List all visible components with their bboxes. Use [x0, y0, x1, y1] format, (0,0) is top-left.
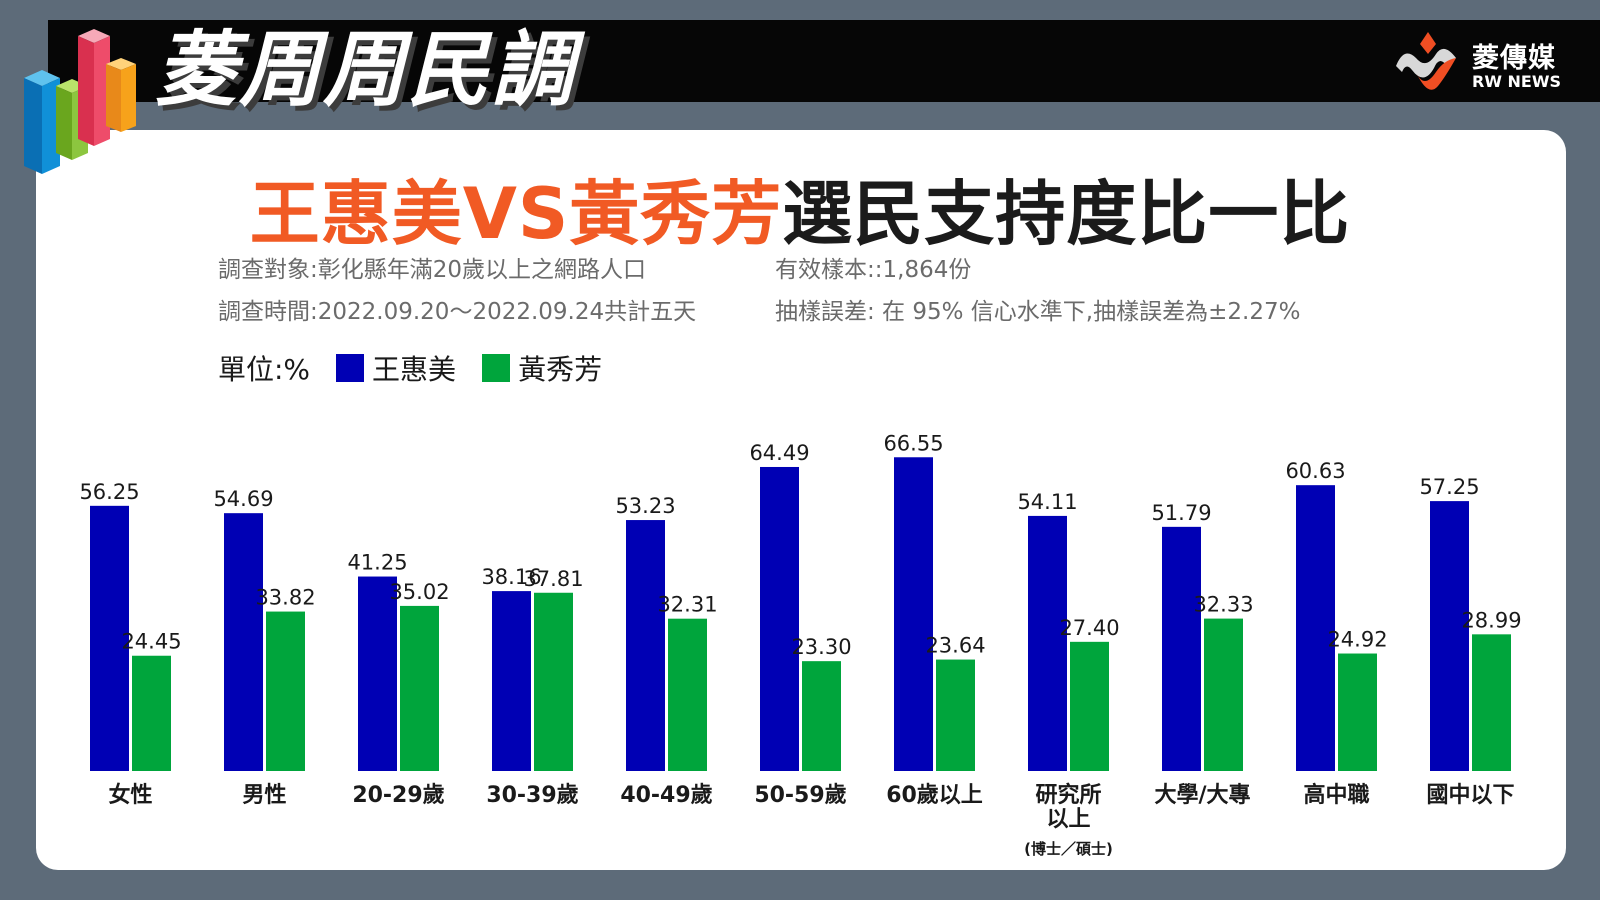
- bar-b-6: [936, 659, 975, 771]
- bar-a-4: [626, 520, 665, 771]
- logo-text-zh: 菱傳媒: [1472, 43, 1556, 74]
- bar-a-6: [894, 457, 933, 771]
- bar-b-3: [534, 592, 573, 771]
- logo-text-en: RW NEWS: [1472, 72, 1562, 91]
- category-label: 50-59歲: [754, 783, 846, 808]
- chart-legend: 單位:% 王惠美 黃秀芳: [218, 348, 602, 388]
- legend-label-a: 王惠美: [372, 353, 457, 386]
- value-label: 32.33: [1193, 593, 1253, 617]
- bar-a-10: [1430, 501, 1469, 771]
- bar-chart-logo-icon: [24, 29, 136, 174]
- legend-swatch-b: [482, 354, 511, 382]
- bar-a-5: [760, 466, 799, 771]
- value-label: 66.55: [883, 431, 943, 455]
- brand-title: 菱周周民調: [155, 23, 575, 118]
- bar-b-8: [1204, 618, 1243, 771]
- value-label: 23.30: [791, 635, 851, 659]
- value-label: 53.23: [615, 494, 675, 518]
- value-label: 41.25: [347, 551, 407, 575]
- value-label: 28.99: [1461, 608, 1521, 632]
- legend-label-b: 黃秀芳: [518, 353, 603, 386]
- survey-target: 調查對象:彰化縣年滿20歲以上之網路人口: [218, 257, 647, 283]
- value-label: 33.82: [255, 586, 315, 610]
- header-bar: [48, 20, 1600, 102]
- category-label: 大學/大專: [1154, 782, 1250, 808]
- bar-a-7: [1028, 515, 1067, 771]
- bar-a-9: [1296, 485, 1335, 771]
- rw-news-logo-icon: [1396, 32, 1456, 90]
- category-label: 60歲以上: [886, 783, 983, 808]
- headline-accent: 王惠美VS黃秀芳: [249, 173, 783, 255]
- value-label: 54.69: [213, 487, 273, 511]
- category-label: 高中職: [1303, 782, 1369, 808]
- category-label: 40-49歲: [620, 783, 712, 808]
- category-label: 男性: [242, 783, 286, 808]
- survey-error: 抽樣誤差: 在 95% 信心水準下,抽樣誤差為±2.27%: [775, 299, 1301, 325]
- value-label: 23.64: [925, 634, 985, 658]
- bar-b-7: [1070, 641, 1109, 771]
- value-label: 35.02: [389, 580, 449, 604]
- bar-b-2: [400, 605, 439, 771]
- value-label: 57.25: [1419, 475, 1479, 499]
- value-label: 51.79: [1151, 501, 1211, 525]
- value-label: 37.81: [523, 567, 583, 591]
- chart-headline: 王惠美VS黃秀芳選民支持度比一比: [0, 158, 1600, 259]
- survey-sample: 有效樣本::1,864份: [775, 257, 972, 283]
- bar-a-0: [90, 505, 129, 771]
- survey-period: 調查時間:2022.09.20～2022.09.24共計五天: [218, 299, 697, 325]
- legend-unit: 單位:%: [218, 353, 311, 386]
- value-label: 56.25: [79, 480, 139, 504]
- bar-b-5: [802, 661, 841, 771]
- bar-a-8: [1162, 526, 1201, 771]
- headline-rest: 選民支持度比一比: [782, 173, 1351, 255]
- value-label: 64.49: [749, 441, 809, 465]
- value-label: 60.63: [1285, 459, 1345, 483]
- bar-b-1: [266, 611, 305, 771]
- legend-swatch-a: [336, 354, 365, 382]
- category-label: 女性: [108, 782, 152, 808]
- value-label: 32.31: [657, 593, 717, 617]
- rw-news-logo: 菱傳媒 RW NEWS: [1390, 28, 1580, 98]
- bar-a-2: [358, 576, 397, 771]
- value-label: 54.11: [1017, 490, 1077, 514]
- bar-b-9: [1338, 653, 1377, 771]
- category-label: 國中以下: [1426, 783, 1514, 808]
- category-sublabel: (博士／碩士): [1024, 840, 1113, 858]
- category-label: 30-39歲: [486, 783, 578, 808]
- bar-b-0: [132, 655, 171, 771]
- value-label: 38.16: [481, 565, 541, 589]
- bar-b-10: [1472, 634, 1511, 771]
- category-label: 20-29歲: [352, 783, 444, 808]
- category-label: 研究所: [1035, 782, 1101, 808]
- value-label: 24.45: [121, 630, 181, 654]
- value-label: 27.40: [1059, 616, 1119, 640]
- bar-b-4: [668, 618, 707, 771]
- category-label: 以上: [1046, 807, 1090, 832]
- bar-a-1: [224, 513, 263, 771]
- bar-a-3: [492, 591, 531, 771]
- value-label: 24.92: [1327, 628, 1387, 652]
